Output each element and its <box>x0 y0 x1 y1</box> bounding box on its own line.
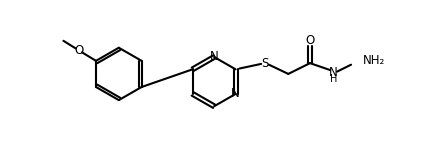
Text: N: N <box>231 87 240 100</box>
Text: S: S <box>261 57 269 70</box>
Text: NH₂: NH₂ <box>363 54 385 67</box>
Text: O: O <box>305 34 315 47</box>
Text: H: H <box>330 74 337 84</box>
Text: O: O <box>74 44 84 57</box>
Text: N: N <box>329 66 338 79</box>
Text: N: N <box>210 51 218 63</box>
